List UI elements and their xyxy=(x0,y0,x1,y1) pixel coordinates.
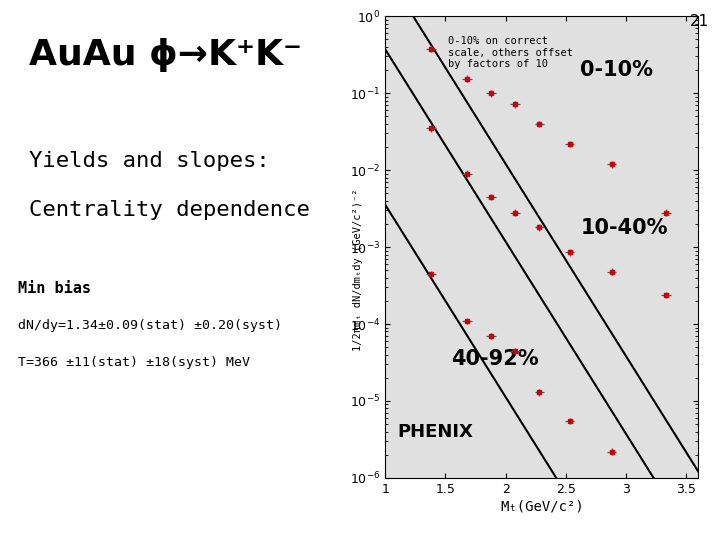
Text: Min bias: Min bias xyxy=(18,281,91,296)
Text: dN/dy=1.34±0.09(stat) ±0.20(syst): dN/dy=1.34±0.09(stat) ±0.20(syst) xyxy=(18,319,282,332)
Text: 0-10% on correct
scale, others offset
by factors of 10: 0-10% on correct scale, others offset by… xyxy=(448,36,573,69)
Text: 1/2πmₜ dN/dmₜdy (GeV/c²)⁻²: 1/2πmₜ dN/dmₜdy (GeV/c²)⁻² xyxy=(354,189,363,351)
Text: 21: 21 xyxy=(690,14,709,29)
Text: Centrality dependence: Centrality dependence xyxy=(29,200,310,220)
X-axis label: Mₜ(GeV/c²): Mₜ(GeV/c²) xyxy=(500,500,584,514)
Text: AuAu ϕ→K⁺K⁻: AuAu ϕ→K⁺K⁻ xyxy=(29,38,302,72)
Text: 10-40%: 10-40% xyxy=(580,218,668,238)
Text: T=366 ±11(stat) ±18(syst) MeV: T=366 ±11(stat) ±18(syst) MeV xyxy=(18,356,250,369)
Text: 0-10%: 0-10% xyxy=(580,60,653,80)
Text: 40-92%: 40-92% xyxy=(451,349,539,369)
Text: Yields and slopes:: Yields and slopes: xyxy=(29,151,269,171)
Text: PHENIX: PHENIX xyxy=(397,423,473,441)
